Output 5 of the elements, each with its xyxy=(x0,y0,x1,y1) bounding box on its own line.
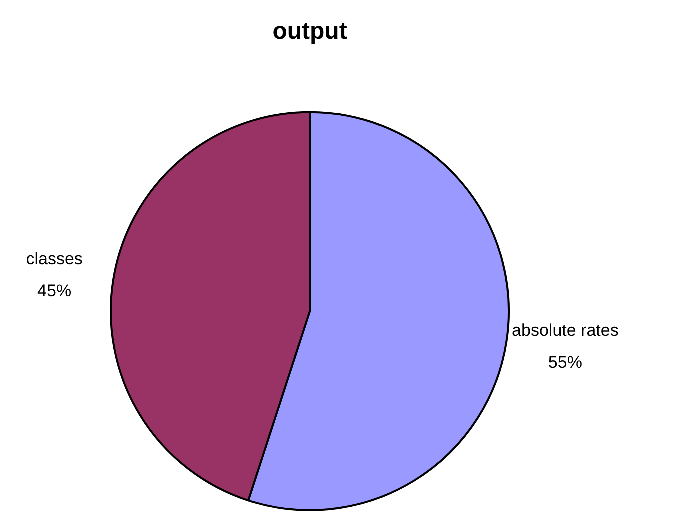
chart-title: output xyxy=(272,18,348,46)
slice-label: classes xyxy=(26,249,83,268)
slice-label: absolute rates xyxy=(512,320,619,340)
data-label: 45% xyxy=(38,281,72,300)
data-label: 55% xyxy=(548,352,582,372)
